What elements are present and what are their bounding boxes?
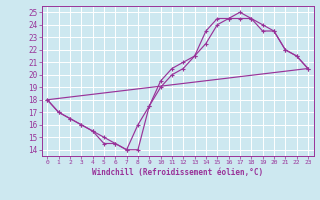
X-axis label: Windchill (Refroidissement éolien,°C): Windchill (Refroidissement éolien,°C) — [92, 168, 263, 177]
